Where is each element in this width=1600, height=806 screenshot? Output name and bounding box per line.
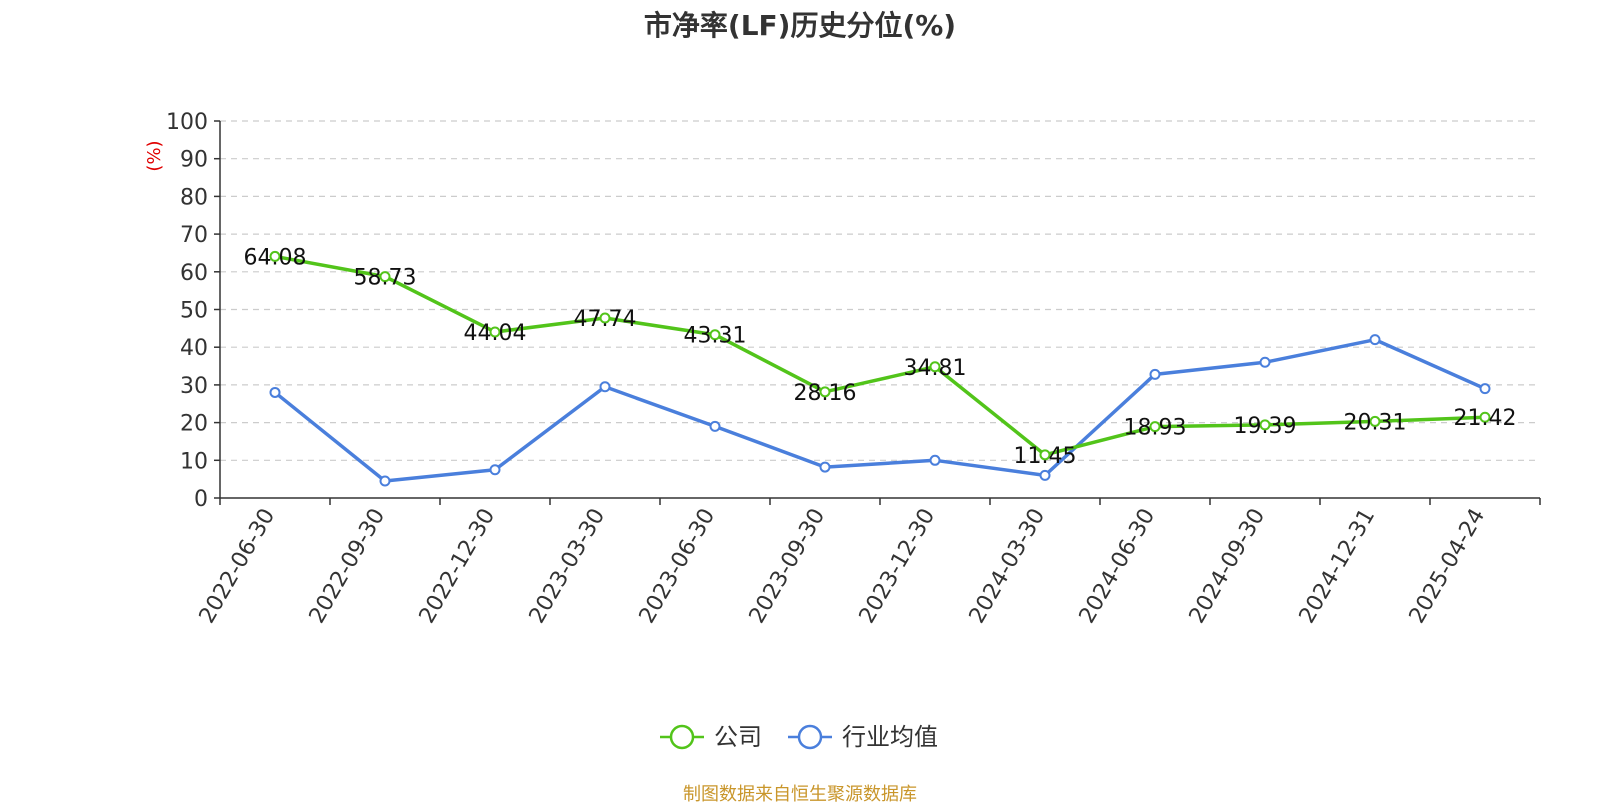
x-tick-label: 2023-03-30	[525, 505, 611, 628]
data-label: 21.42	[1454, 406, 1517, 431]
data-point[interactable]	[1039, 449, 1051, 461]
y-tick-label: 50	[180, 299, 208, 324]
y-tick-label: 60	[180, 261, 208, 286]
legend-marker-icon	[797, 724, 823, 750]
data-label: 47.74	[574, 307, 637, 332]
y-axis-unit-label: (%)	[144, 140, 165, 171]
legend[interactable]: 公司 行业均值	[660, 723, 938, 751]
y-tick-label: 70	[180, 223, 208, 248]
series-company	[269, 250, 1491, 461]
data-point[interactable]	[1039, 469, 1051, 481]
x-tick-label: 2025-04-24	[1405, 505, 1491, 628]
x-tick-label: 2022-12-30	[415, 505, 501, 628]
legend-label: 公司	[714, 723, 762, 751]
axes: 0 10 20 30 40 50 60 70 80 90 100 2022-06-30 2022-09-…	[166, 110, 1541, 628]
y-tick-label: 0	[194, 487, 208, 512]
data-point[interactable]	[929, 454, 941, 466]
x-tick-label: 2024-06-30	[1075, 505, 1161, 628]
data-point[interactable]	[269, 250, 281, 262]
data-label: 19.39	[1234, 414, 1297, 439]
data-point[interactable]	[599, 381, 611, 393]
data-point[interactable]	[709, 329, 721, 341]
grid-lines	[220, 120, 1540, 461]
line-chart: 0 10 20 30 40 50 60 70 80 90 100 2022-06-30 2022-09-…	[144, 110, 1541, 751]
data-label: 43.31	[684, 324, 747, 349]
data-point[interactable]	[1259, 419, 1271, 431]
data-point[interactable]	[819, 386, 831, 398]
data-point[interactable]	[379, 475, 391, 487]
x-tick-label: 2023-09-30	[745, 505, 831, 628]
data-point[interactable]	[1149, 368, 1161, 380]
y-tick-label: 20	[180, 412, 208, 437]
data-point[interactable]	[1149, 421, 1161, 433]
legend-label: 行业均值	[842, 723, 938, 751]
y-tick-label: 40	[180, 336, 208, 361]
x-tick-label: 2024-09-30	[1185, 505, 1271, 628]
series-layer: 64.08 58.73 44.04 47.74 43.31 28.16 34.81 11.45…	[244, 245, 1517, 487]
data-point[interactable]	[1259, 356, 1271, 368]
data-label: 64.08	[244, 245, 307, 270]
data-point[interactable]	[1369, 334, 1381, 346]
legend-item[interactable]: 行业均值	[788, 723, 938, 751]
series-line	[273, 337, 1486, 483]
data-point[interactable]	[269, 386, 281, 398]
y-tick-label: 10	[180, 449, 208, 474]
data-label: 11.45	[1014, 444, 1077, 469]
data-label: 44.04	[464, 321, 527, 346]
data-label: 34.81	[904, 356, 967, 381]
x-tick-label: 2023-12-30	[855, 505, 941, 628]
data-point[interactable]	[709, 420, 721, 432]
data-point[interactable]	[379, 271, 391, 283]
data-label: 18.93	[1124, 416, 1187, 441]
legend-marker-icon	[669, 724, 695, 750]
data-label: 28.16	[794, 381, 857, 406]
x-tick-label: 2023-06-30	[635, 505, 721, 628]
data-point[interactable]	[819, 461, 831, 473]
data-point[interactable]	[489, 464, 501, 476]
data-point[interactable]	[1369, 415, 1381, 427]
x-tick-label: 2024-03-30	[965, 505, 1051, 628]
y-tick-label: 30	[180, 374, 208, 399]
data-point[interactable]	[489, 326, 501, 338]
y-tick-label: 80	[180, 185, 208, 210]
x-tick-label: 2022-09-30	[305, 505, 391, 628]
data-label: 20.31	[1344, 410, 1407, 435]
data-point[interactable]	[599, 312, 611, 324]
data-point[interactable]	[1479, 411, 1491, 423]
data-point[interactable]	[1479, 383, 1491, 395]
x-tick-label: 2022-06-30	[195, 505, 281, 628]
y-tick-label: 90	[180, 148, 208, 173]
data-label: 58.73	[354, 266, 417, 291]
source-note: 制图数据来自恒生聚源数据库	[683, 784, 917, 805]
chart-title: 市净率(LF)历史分位(%)	[643, 9, 957, 42]
series-line	[274, 254, 1486, 457]
data-point[interactable]	[929, 361, 941, 373]
x-tick-label: 2024-12-31	[1295, 505, 1381, 628]
series-industry	[269, 334, 1491, 487]
y-tick-label: 100	[166, 110, 208, 135]
legend-item[interactable]: 公司	[660, 723, 762, 751]
